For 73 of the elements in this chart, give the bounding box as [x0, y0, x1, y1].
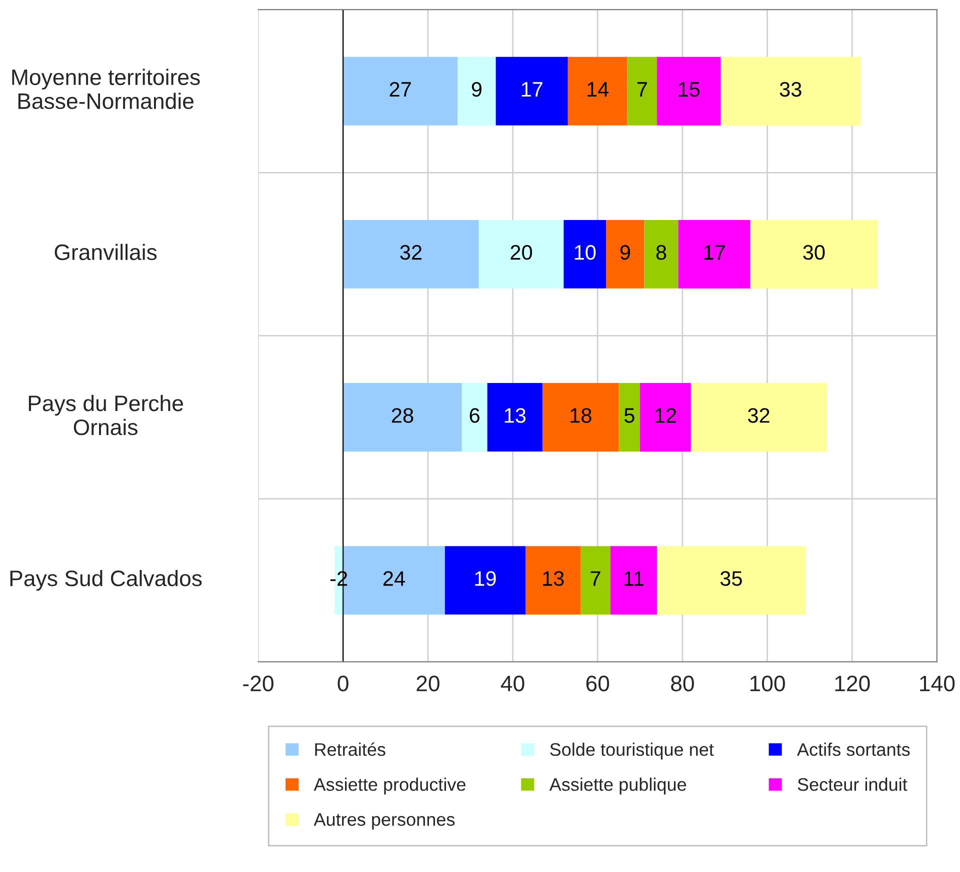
bar: [343, 56, 458, 126]
data-label: 17: [704, 245, 725, 260]
bar: [606, 220, 644, 288]
legend-label: Actifs sortants: [797, 742, 910, 756]
bar: [720, 56, 861, 126]
y-tick-label: Pays Sud Calvados: [10, 570, 202, 591]
bar: [644, 220, 678, 288]
data-label: 10: [574, 245, 596, 260]
bar: [525, 546, 581, 615]
data-label: 35: [720, 571, 742, 586]
bar: [750, 220, 878, 288]
bar: [678, 220, 750, 288]
legend-label: Solde touristique net: [550, 742, 714, 760]
bar: [343, 220, 479, 288]
legend-label: Autres personnes: [314, 813, 455, 830]
x-tick-label: 40: [500, 676, 524, 692]
legend-label: Secteur induit: [798, 778, 908, 791]
bar: [618, 383, 640, 452]
data-label: 24: [383, 571, 405, 586]
data-label: 28: [392, 408, 414, 423]
x-tick-label: 80: [671, 676, 694, 692]
data-label: 19: [475, 571, 496, 586]
data-label: 7: [637, 82, 647, 97]
bar: [444, 546, 526, 615]
bar: [343, 383, 462, 452]
data-label: 32: [748, 408, 770, 423]
data-label: 14: [588, 82, 609, 97]
data-label: 13: [504, 408, 526, 423]
x-tick-label: 20: [416, 676, 440, 692]
x-tick-label: 120: [835, 676, 870, 692]
data-label: 33: [780, 82, 802, 97]
legend-label: Assiette publique: [549, 778, 686, 794]
bar: [610, 546, 657, 615]
data-label: 8: [656, 245, 666, 260]
legend-label: Retraités: [315, 742, 386, 756]
bar: [656, 546, 806, 615]
bar: [640, 383, 691, 452]
y-tick-label: Pays du Perche Ornais: [28, 394, 183, 436]
bar: [462, 383, 488, 452]
data-label: 13: [543, 571, 564, 586]
x-tick-label: -20: [243, 676, 274, 692]
legend-label: Assiette productive: [314, 778, 466, 794]
bar: [478, 220, 564, 288]
bar: [542, 383, 619, 452]
bar: [458, 56, 496, 126]
bar: [656, 56, 721, 126]
data-label: 15: [678, 82, 700, 97]
x-tick-label: 140: [920, 676, 955, 692]
bar: [487, 383, 542, 452]
data-label: 12: [655, 408, 676, 423]
x-tick-label: 60: [586, 676, 610, 692]
bar: [496, 56, 568, 126]
data-label: 17: [522, 82, 542, 97]
x-tick-label: 100: [750, 676, 785, 692]
data-label: 6: [470, 408, 480, 423]
x-tick-label: 0: [338, 676, 348, 692]
bar: [580, 546, 610, 615]
bar: [627, 56, 657, 126]
y-tick-label: Granvillais: [54, 244, 157, 260]
y-tick-label: Moyenne territoires Basse-Normandie: [12, 68, 200, 110]
data-label: 18: [570, 408, 592, 423]
data-label: 11: [624, 571, 644, 586]
data-label: 9: [620, 245, 630, 260]
data-label: 32: [400, 245, 422, 260]
data-label: 5: [624, 408, 634, 423]
data-label: 30: [803, 245, 825, 260]
data-label: 20: [510, 245, 532, 260]
bar: [690, 383, 827, 452]
data-label: 7: [590, 571, 600, 586]
data-label: 9: [472, 82, 482, 97]
bar: [564, 220, 606, 288]
data-label: 27: [390, 82, 411, 97]
bar: [568, 56, 628, 126]
